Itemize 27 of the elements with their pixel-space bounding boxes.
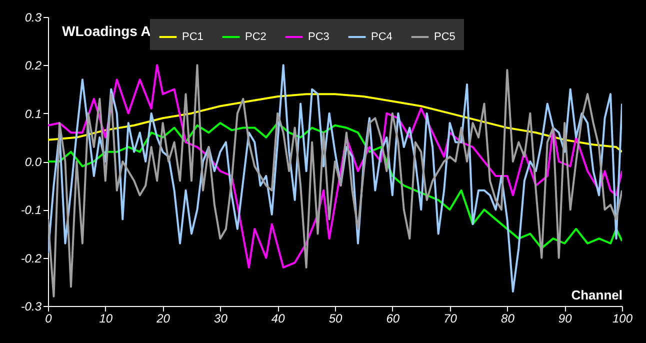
y-tick-label: 0.1 [24, 106, 42, 121]
x-axis-title: Channel [571, 288, 622, 302]
y-tick-label: -0.3 [20, 300, 42, 314]
x-tick-label: 60 [386, 312, 400, 326]
x-tick-label: 20 [156, 312, 170, 326]
y-tick-label: 0.2 [24, 58, 42, 73]
x-tick-label: 80 [501, 312, 515, 326]
x-tick-label: 100 [612, 312, 633, 326]
x-tick-label: 30 [214, 312, 228, 326]
y-tick-label: -0.2 [20, 251, 42, 266]
line-series [48, 93, 622, 153]
x-tick-label: 50 [328, 312, 342, 326]
legend-label: PC1 [182, 31, 204, 43]
x-tick-label: 0 [45, 312, 52, 326]
chart-title: WLoadings A [62, 23, 151, 39]
y-tick-label: 0.0 [24, 155, 42, 169]
legend-label: PC5 [434, 31, 456, 43]
x-tick-label: 70 [444, 312, 458, 326]
x-tick-label: 10 [99, 312, 113, 326]
line-series [48, 122, 622, 250]
legend-label: PC4 [371, 31, 392, 43]
legend-label: PC2 [245, 31, 266, 43]
x-tick-label: 40 [271, 312, 286, 326]
y-tick-label: 0.3 [24, 10, 42, 24]
legend-label: PC3 [308, 31, 330, 43]
y-tick-label: -0.1 [20, 203, 42, 218]
x-tick-label: 90 [558, 312, 572, 326]
